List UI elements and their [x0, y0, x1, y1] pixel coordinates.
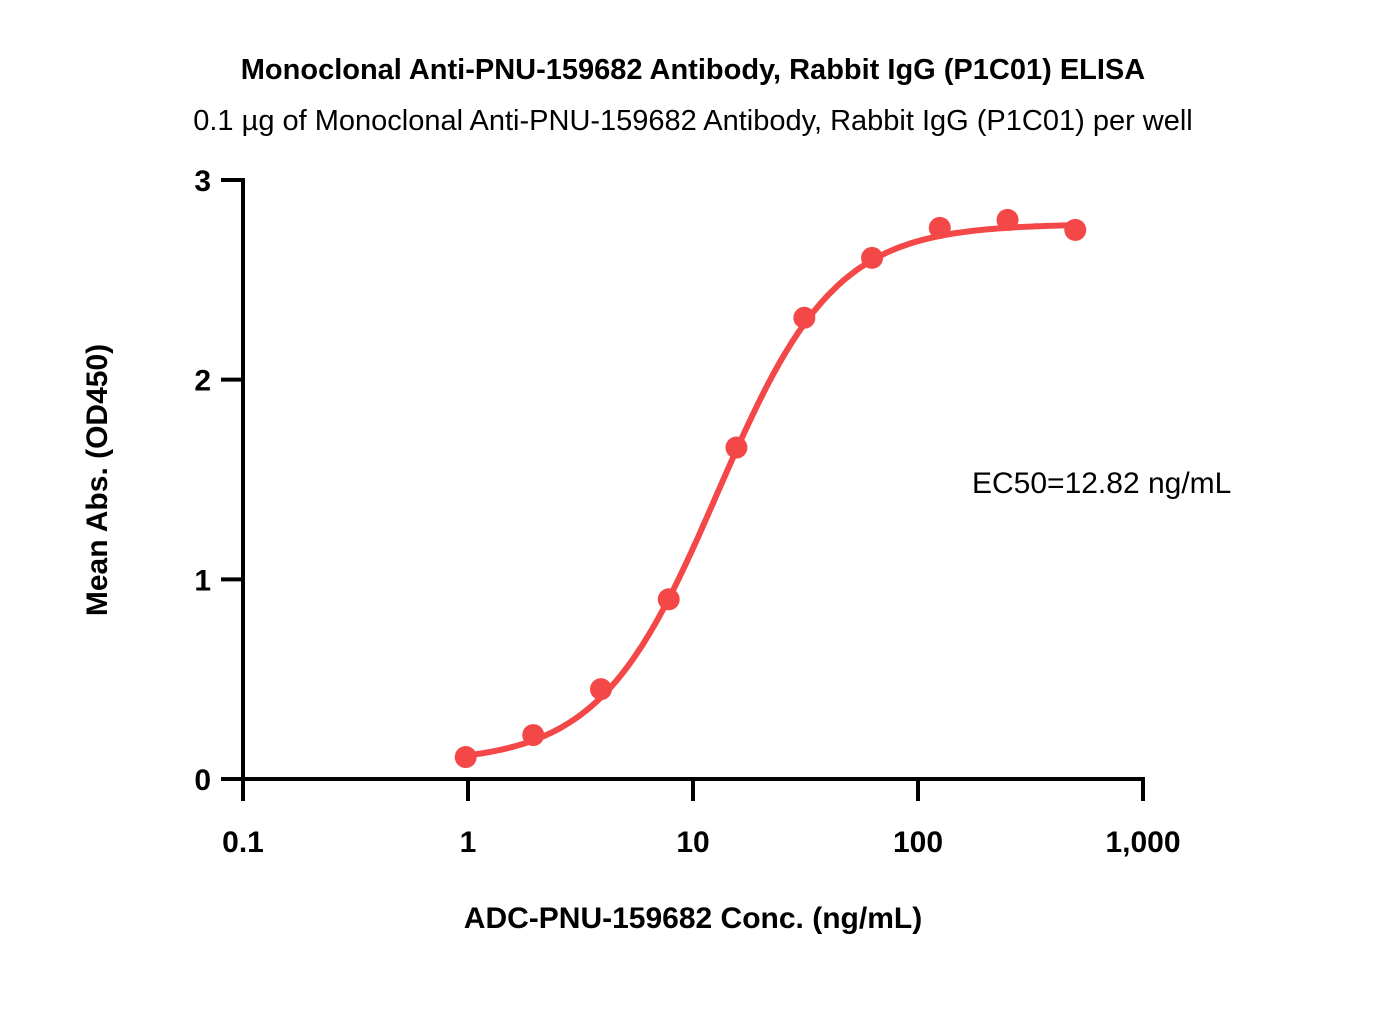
chart-subtitle: 0.1 µg of Monoclonal Anti-PNU-159682 Ant…	[193, 105, 1193, 137]
data-point	[861, 246, 884, 269]
y-tick-label: 2	[194, 365, 211, 398]
x-tick-label: 1,000	[1105, 826, 1180, 859]
x-tick-label: 10	[676, 826, 709, 859]
y-axis-label: Mean Abs. (OD450)	[81, 344, 114, 616]
x-axis-label: ADC-PNU-159682 Conc. (ng/mL)	[464, 902, 922, 935]
data-point	[793, 306, 816, 329]
data-point	[928, 216, 951, 239]
x-tick-label: 100	[893, 826, 943, 859]
y-tick-label: 1	[194, 564, 211, 597]
data-point	[725, 436, 748, 459]
data-point	[996, 208, 1019, 231]
data-point	[522, 724, 545, 747]
chart-title: Monoclonal Anti-PNU-159682 Antibody, Rab…	[241, 54, 1146, 86]
x-tick-label: 0.1	[222, 826, 264, 859]
data-point	[454, 746, 477, 769]
ec50-annotation: EC50=12.82 ng/mL	[972, 467, 1231, 500]
data-point	[1064, 218, 1087, 241]
data-point	[657, 588, 680, 611]
fit-curve	[462, 222, 1079, 759]
data-point	[589, 678, 612, 701]
y-tick-label: 0	[194, 764, 211, 797]
x-tick-label: 1	[460, 826, 477, 859]
y-tick-label: 3	[194, 165, 211, 198]
